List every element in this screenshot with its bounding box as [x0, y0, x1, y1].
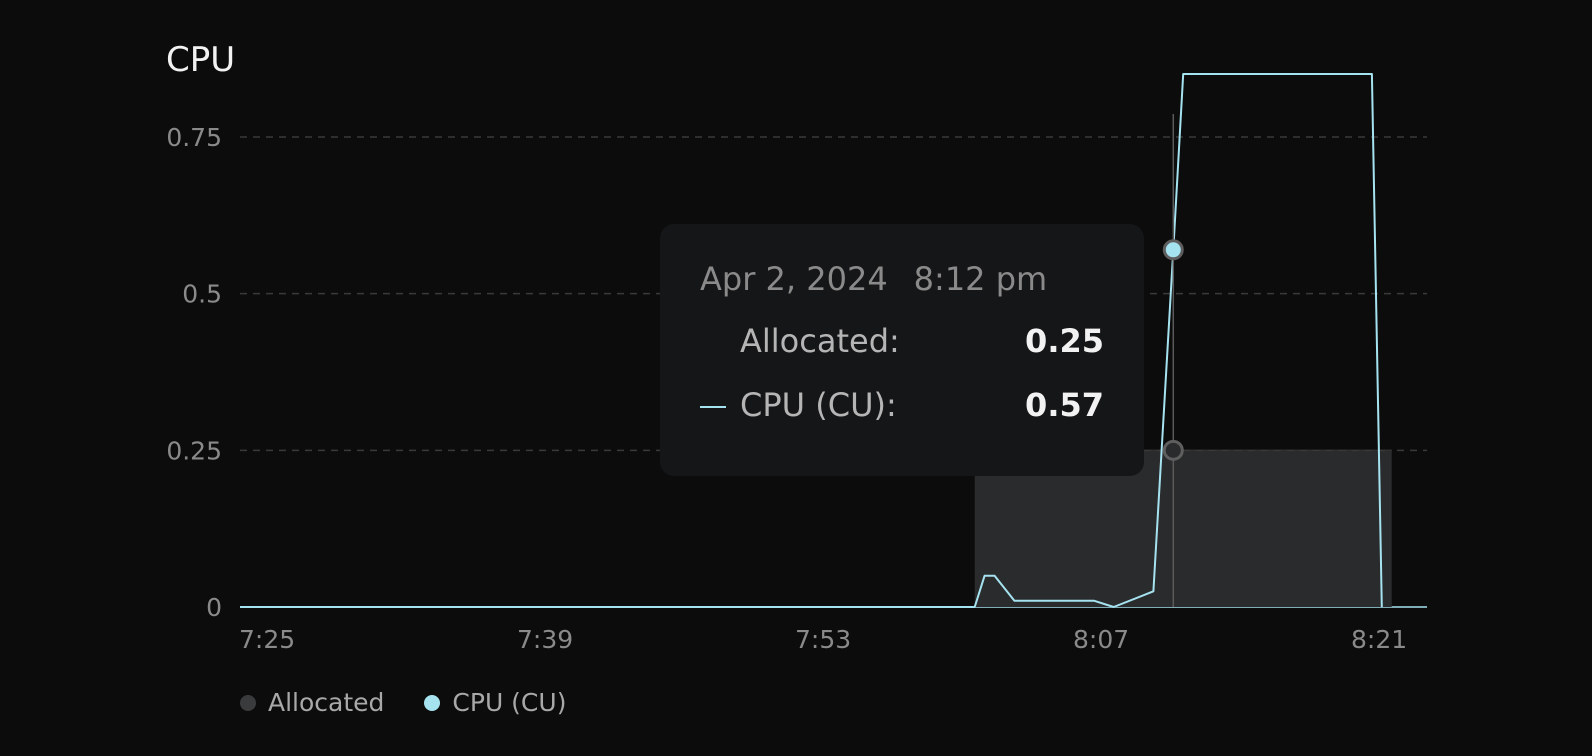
legend-dot-allocated [240, 694, 256, 711]
tooltip-row-allocated: Allocated: 0.25 [700, 322, 1104, 362]
x-tick-label: 8:21 [1351, 625, 1407, 654]
chart-tooltip: Apr 2, 2024 8:12 pm Allocated: 0.25 CPU (… [660, 224, 1144, 476]
tooltip-header: Apr 2, 2024 8:12 pm [700, 260, 1104, 298]
chart-title: CPU [166, 40, 236, 80]
legend-label-allocated: Allocated [268, 688, 385, 717]
y-tick-label: 0 [206, 593, 222, 622]
x-tick-label: 8:07 [1073, 625, 1129, 654]
legend-item-cpu[interactable]: CPU (CU) [424, 688, 566, 717]
cursor-point-cpu [1162, 239, 1184, 261]
chart-legend: Allocated CPU (CU) [240, 688, 606, 717]
allocated-area [974, 449, 1392, 607]
y-tick-label: 0.25 [166, 436, 222, 465]
tooltip-time: 8:12 pm [913, 260, 1048, 298]
legend-dot-cpu [424, 694, 441, 711]
tooltip-label-cpu: CPU (CU): [740, 386, 897, 424]
cursor-point-allocated [1162, 439, 1184, 461]
x-tick-label: 7:39 [517, 625, 573, 654]
tooltip-row-cpu: CPU (CU): 0.57 [700, 386, 1104, 426]
axis-labels: 0 0.25 0.5 0.75 7:25 7:39 7:53 8:07 8:21 [166, 123, 1407, 654]
tooltip-value-cpu: 0.57 [1025, 386, 1104, 424]
legend-label-cpu: CPU (CU) [452, 688, 567, 717]
cpu-line-swatch [700, 406, 726, 408]
x-tick-label: 7:25 [239, 625, 295, 654]
tooltip-label-allocated: Allocated: [740, 322, 900, 360]
allocated-area-fill [974, 450, 1392, 607]
cpu-series-line [240, 73, 1383, 608]
tooltip-date: Apr 2, 2024 [700, 260, 888, 298]
y-tick-label: 0.75 [166, 123, 222, 152]
hover-cursor [1162, 114, 1184, 607]
cpu-line [240, 73, 1383, 608]
tooltip-value-allocated: 0.25 [1025, 322, 1104, 360]
legend-item-allocated[interactable]: Allocated [240, 688, 384, 717]
x-tick-label: 7:53 [795, 625, 851, 654]
y-tick-label: 0.5 [182, 280, 222, 309]
